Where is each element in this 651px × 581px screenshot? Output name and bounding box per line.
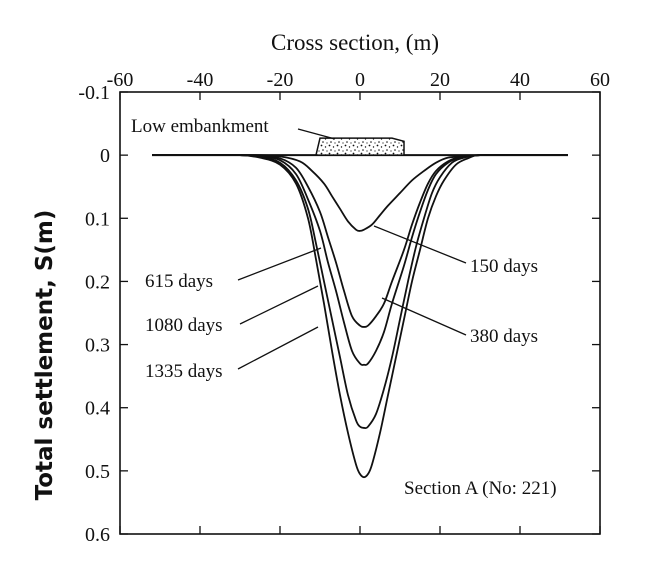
- annotation-615-days: 615 days: [145, 271, 213, 292]
- annotation-1335-days: 1335 days: [145, 361, 223, 382]
- settlement-curve-1080-days: [151, 154, 568, 430]
- settlement-curve-150-days: [151, 154, 568, 232]
- embankment-layer: [315, 137, 405, 156]
- annotation-150-days: 150 days: [470, 256, 538, 277]
- annotation-1080-days: 1080 days: [145, 315, 223, 336]
- series-layer: [151, 154, 568, 479]
- x-tick-label: -60: [107, 69, 134, 91]
- embankment-label: Low embankment: [131, 116, 269, 137]
- x-tick-label: -40: [187, 69, 214, 91]
- x-tick-label: 60: [590, 69, 610, 91]
- y-tick-label: 0.5: [85, 461, 110, 483]
- y-tick-label: 0.3: [85, 335, 110, 357]
- y-tick-label: 0.2: [85, 271, 110, 293]
- settlement-curve-615-days: [151, 154, 568, 366]
- leader-615-days: [237, 247, 322, 281]
- y-axis-title: Total settlement, S(m): [32, 210, 58, 501]
- x-tick-label: 0: [355, 69, 365, 91]
- x-axis-title: Cross section, (m): [271, 30, 439, 55]
- y-tick-label: 0.1: [85, 208, 110, 230]
- leader-embankment: [297, 128, 336, 140]
- y-tick-label: 0: [100, 145, 110, 167]
- y-tick-label: 0.6: [85, 524, 110, 546]
- y-tick-label: -0.1: [78, 82, 110, 104]
- x-tick-label: 40: [510, 69, 530, 91]
- x-tick-label: -20: [267, 69, 294, 91]
- x-tick-label: 20: [430, 69, 450, 91]
- y-tick-label: 0.4: [85, 398, 110, 420]
- leader-1080-days: [239, 285, 319, 325]
- embankment-shape: [315, 137, 405, 156]
- section-label: Section A (No: 221): [404, 478, 557, 499]
- leader-1335-days: [237, 326, 319, 370]
- leader-380-days: [381, 297, 467, 336]
- annotation-380-days: 380 days: [470, 326, 538, 347]
- x-axis-ticks: -60 -40 -20 0 20 40 60: [107, 69, 610, 534]
- leader-lines: [237, 128, 467, 370]
- y-axis-ticks: -0.1 0 0.1 0.2 0.3 0.4 0.5 0.6: [78, 82, 600, 546]
- settlement-curve-1335-days: [151, 154, 568, 479]
- leader-150-days: [373, 225, 467, 264]
- settlement-curve-380-days: [151, 154, 568, 328]
- plot-frame: [119, 91, 601, 535]
